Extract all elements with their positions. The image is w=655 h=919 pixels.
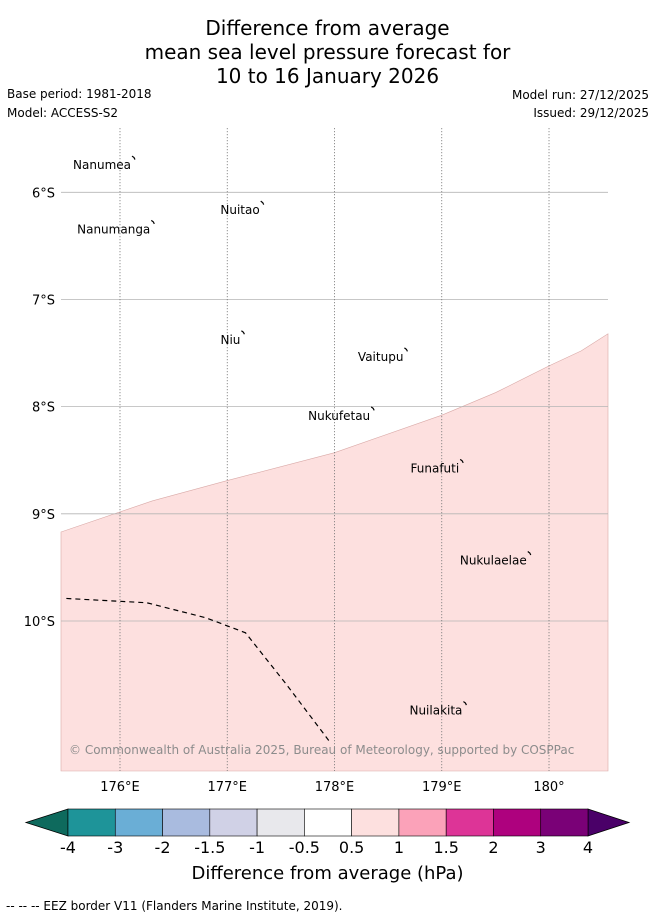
place-label: Nanumea	[73, 158, 131, 172]
island-mark	[527, 551, 532, 556]
lon-tick-label: 179°E	[422, 780, 462, 795]
lat-tick-label: 9°S	[32, 508, 55, 523]
colorbar-tick-label: 1	[393, 838, 404, 857]
colorbar-swatch	[351, 808, 400, 837]
colorbar-over-arrow	[587, 808, 631, 837]
colorbar-under-arrow	[24, 808, 69, 837]
island-mark	[459, 458, 464, 464]
colorbar-swatch	[67, 808, 116, 837]
place-label: Nukufetau	[308, 409, 370, 423]
island-mark	[150, 219, 155, 225]
lat-tick-label: 6°S	[32, 186, 55, 201]
copyright-text: © Commonwealth of Australia 2025, Bureau…	[69, 743, 574, 757]
colorbar-swatch	[162, 808, 211, 837]
colorbar	[24, 808, 631, 837]
colorbar-tick-label: -2	[154, 838, 171, 857]
place-label: Niu	[220, 333, 240, 347]
colorbar-title: Difference from average (hPa)	[191, 863, 464, 884]
lon-tick-label: 176°E	[100, 780, 140, 795]
colorbar-tick-label: 0.5	[338, 838, 365, 857]
place-label: Nuilakita	[409, 704, 462, 718]
island-mark	[404, 347, 408, 352]
colorbar-tick-label: -0.5	[288, 838, 320, 857]
place-label: Funafuti	[411, 461, 460, 475]
map-title: Difference from average mean sea level p…	[0, 16, 655, 88]
colorbar-tick-label: 2	[488, 838, 499, 857]
island-mark	[370, 406, 375, 411]
lat-tick-label: 10°S	[24, 615, 55, 630]
title-line-2: mean sea level pressure forecast for	[144, 40, 511, 64]
colorbar-tick-label: 3	[535, 838, 546, 857]
lat-tick-label: 7°S	[32, 293, 55, 308]
place-label: Nukulaelae	[460, 554, 527, 568]
island-mark	[241, 330, 245, 335]
lon-tick-label: 180°	[533, 780, 564, 795]
place-label: Nanumanga	[77, 222, 150, 236]
colorbar-swatch	[209, 808, 258, 837]
title-line-3: 10 to 16 January 2026	[215, 64, 440, 88]
model-run-label: Model run: 27/12/2025	[511, 88, 649, 102]
colorbar-tick-label: 4	[582, 838, 594, 857]
colorbar-swatch	[540, 808, 589, 837]
island-mark	[131, 155, 136, 160]
place-label: Vaitupu	[358, 350, 404, 364]
lon-tick-label: 178°E	[315, 780, 355, 795]
colorbar-tick-label: -3	[107, 838, 124, 857]
shaded-anomaly-region	[60, 333, 609, 772]
colorbar-swatch	[114, 808, 163, 837]
colorbar-swatch	[256, 808, 305, 837]
colorbar-tick-label: -1	[249, 838, 266, 857]
colorbar-swatch	[493, 808, 542, 837]
title-line-1: Difference from average	[205, 16, 450, 40]
colorbar-tick-label: 1.5	[433, 838, 459, 857]
colorbar-tick-label: -1.5	[194, 838, 226, 857]
colorbar-swatch	[304, 808, 352, 837]
eez-border-line	[66, 597, 330, 742]
colorbar-swatch	[398, 808, 447, 837]
place-label: Nuitao	[220, 203, 259, 217]
colorbar-tick-label: -4	[60, 838, 76, 857]
island-mark	[260, 200, 265, 205]
model-label: Model: ACCESS-S2	[7, 106, 119, 120]
colorbar-swatch	[445, 808, 494, 837]
issued-label: Issued: 29/12/2025	[533, 106, 649, 120]
map-area: 6°S 7°S 8°S 9°S 10°S 176°E 177°E 178°E 179°E 180°…	[24, 128, 609, 795]
eez-legend-note: -- -- -- EEZ border V11 (Flanders Marine…	[6, 899, 343, 913]
lon-tick-label: 177°E	[207, 780, 247, 795]
lat-tick-label: 8°S	[32, 401, 55, 416]
island-mark	[463, 701, 467, 706]
base-period-label: Base period: 1981-2018	[7, 87, 152, 101]
